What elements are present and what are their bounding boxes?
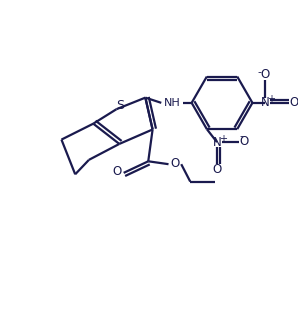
Text: -: -: [240, 131, 243, 142]
Text: O: O: [113, 165, 122, 178]
Text: N: N: [213, 136, 222, 149]
Text: O: O: [289, 96, 298, 109]
Text: +: +: [267, 94, 275, 104]
Text: O: O: [170, 157, 179, 170]
Text: +: +: [219, 134, 227, 144]
Text: S: S: [116, 99, 124, 112]
Text: O: O: [212, 163, 222, 176]
Text: N: N: [261, 96, 270, 109]
Text: O: O: [261, 68, 270, 81]
Text: O: O: [239, 135, 249, 148]
Text: -: -: [258, 67, 262, 77]
Text: NH: NH: [164, 98, 181, 108]
